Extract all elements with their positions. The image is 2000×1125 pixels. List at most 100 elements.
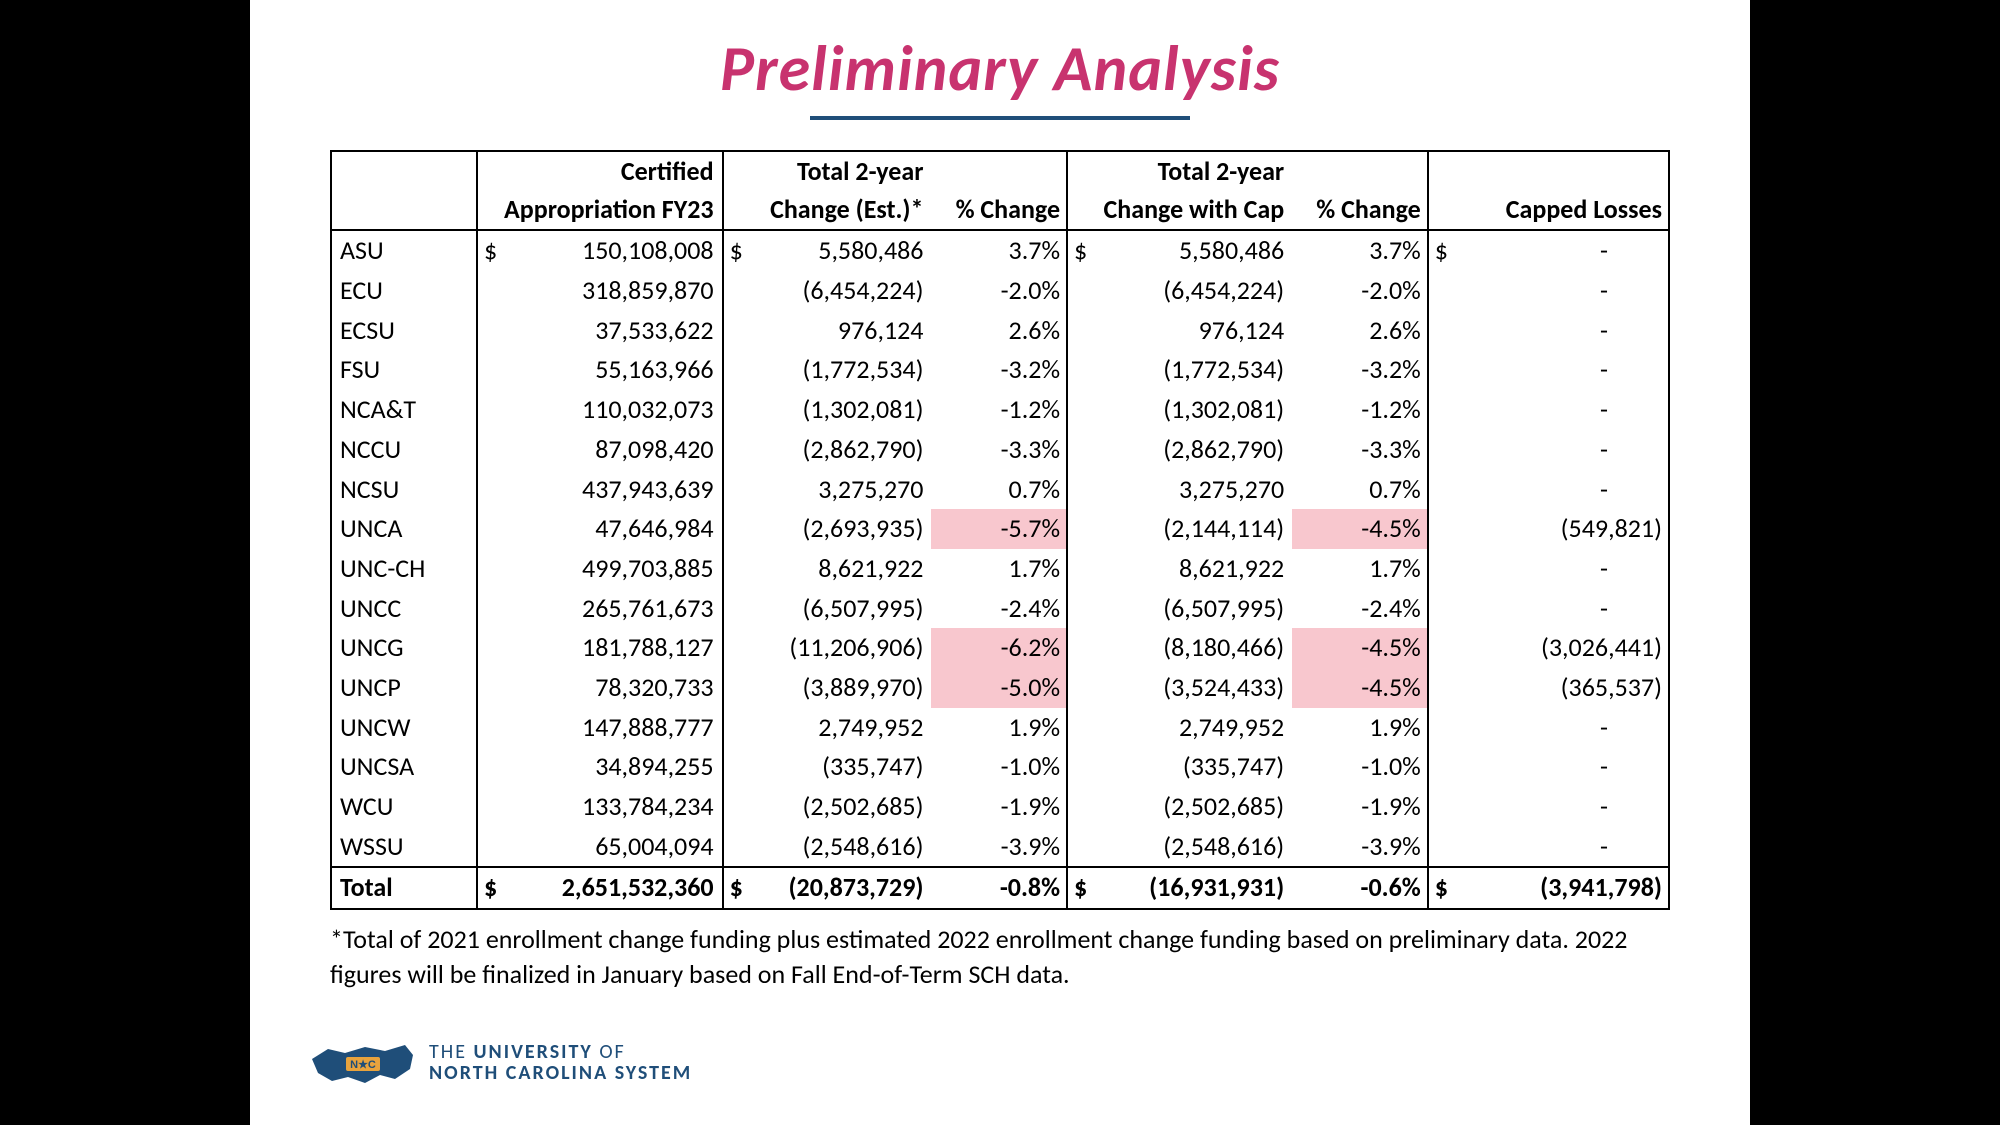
table-cell: 3.7% (931, 230, 1067, 271)
header-chg1-l1: Total 2-year (797, 155, 924, 187)
table-cell: (335,747) (723, 747, 932, 787)
table-cell: $(16,931,931) (1067, 867, 1292, 909)
table-cell: 499,703,885 (477, 549, 723, 589)
table-cell: UNCP (331, 668, 477, 708)
cell-value: 55,163,966 (595, 353, 713, 385)
cell-value: 110,032,073 (582, 393, 714, 425)
cell-value: (1,772,534) (1163, 353, 1284, 385)
cell-value: (365,537) (1561, 671, 1662, 703)
cell-value: -3.3% (1361, 433, 1420, 465)
cell-value: 1.9% (1369, 711, 1421, 743)
cell-value: -5.0% (1001, 671, 1060, 703)
cell-value: 2,749,952 (818, 711, 923, 743)
table-cell: 3,275,270 (723, 470, 932, 510)
cell-value: -3.3% (1001, 433, 1060, 465)
cell-value: -2.4% (1001, 592, 1060, 624)
table-cell: $2,651,532,360 (477, 867, 723, 909)
cell-value: 78,320,733 (595, 671, 713, 703)
table-row: UNCP78,320,733(3,889,970)-5.0%(3,524,433… (331, 668, 1669, 708)
table-cell: (2,548,616) (1067, 827, 1292, 868)
cell-value: 37,533,622 (595, 314, 713, 346)
table-row: NCA&T110,032,073(1,302,081)-1.2%(1,302,0… (331, 390, 1669, 430)
cell-value: (2,548,616) (802, 830, 923, 862)
table-cell: 976,124 (723, 311, 932, 351)
table-cell: WSSU (331, 827, 477, 868)
table-cell: $5,580,486 (1067, 230, 1292, 271)
dollar-sign: $ (484, 869, 497, 907)
cell-value: - (1600, 711, 1608, 743)
header-chg2-l1: Total 2-year (1158, 155, 1285, 187)
table-cell: (8,180,466) (1067, 628, 1292, 668)
logo-badge-text: N★C (350, 1059, 376, 1071)
table-cell: 37,533,622 (477, 311, 723, 351)
cell-value: 65,004,094 (595, 830, 713, 862)
table-cell: -0.8% (931, 867, 1067, 909)
cell-value: -1.9% (1361, 790, 1420, 822)
table-cell: -1.0% (931, 747, 1067, 787)
cell-value: 976,124 (838, 314, 924, 346)
table-cell: 2.6% (931, 311, 1067, 351)
cell-value: ASU (340, 234, 384, 266)
table-cell: 78,320,733 (477, 668, 723, 708)
table-cell: -1.0% (1292, 747, 1428, 787)
table-cell: - (1428, 708, 1669, 748)
cell-value: - (1600, 353, 1608, 385)
table-cell: (6,454,224) (1067, 271, 1292, 311)
cell-value: NCSU (340, 473, 399, 505)
cell-value: ECU (340, 274, 383, 306)
dollar-sign: $ (1435, 232, 1448, 270)
header-chg2-l2: Change with Cap (1104, 193, 1285, 225)
dollar-sign: $ (1074, 232, 1087, 270)
table-cell: -4.5% (1292, 668, 1428, 708)
table-cell: - (1428, 271, 1669, 311)
dollar-sign: $ (730, 869, 743, 907)
title-underline (810, 116, 1190, 120)
table-cell: -4.5% (1292, 628, 1428, 668)
table-cell: (1,302,081) (723, 390, 932, 430)
cell-value: (2,862,790) (802, 433, 923, 465)
table-cell: (11,206,906) (723, 628, 932, 668)
table-cell: NCA&T (331, 390, 477, 430)
table-cell: 110,032,073 (477, 390, 723, 430)
table-cell: - (1428, 470, 1669, 510)
cell-value: 0.7% (1009, 473, 1061, 505)
table-cell: - (1428, 311, 1669, 351)
cell-value: 3,275,270 (818, 473, 923, 505)
cell-value: 8,621,922 (818, 552, 923, 584)
header-appr-l1: Certified (621, 155, 714, 187)
cell-value: - (1600, 473, 1608, 505)
table-cell: UNC-CH (331, 549, 477, 589)
table-cell: 2,749,952 (1067, 708, 1292, 748)
table-cell: -3.3% (931, 430, 1067, 470)
table-cell: - (1428, 747, 1669, 787)
cell-value: - (1600, 750, 1608, 782)
table-cell: 65,004,094 (477, 827, 723, 868)
header-change-est: Total 2-year Change (Est.)* (723, 151, 932, 230)
cell-value: 147,888,777 (582, 711, 714, 743)
table-cell: UNCC (331, 589, 477, 629)
cell-value: 34,894,255 (595, 750, 713, 782)
table-cell: -2.0% (931, 271, 1067, 311)
table-cell: 1.9% (931, 708, 1067, 748)
cell-value: UNCC (340, 592, 401, 624)
table-cell: 147,888,777 (477, 708, 723, 748)
cell-value: -5.7% (1001, 512, 1060, 544)
table-cell: (335,747) (1067, 747, 1292, 787)
cell-value: (1,772,534) (802, 353, 923, 385)
table-cell: NCCU (331, 430, 477, 470)
table-cell: UNCW (331, 708, 477, 748)
cell-value: UNCG (340, 631, 404, 663)
cell-value: 265,761,673 (582, 592, 714, 624)
table-row: NCCU87,098,420(2,862,790)-3.3%(2,862,790… (331, 430, 1669, 470)
table-cell: - (1428, 549, 1669, 589)
cell-value: 3.7% (1369, 234, 1421, 266)
header-capped-losses: Capped Losses (1428, 151, 1669, 230)
table-cell: $5,580,486 (723, 230, 932, 271)
table-cell: -2.4% (931, 589, 1067, 629)
header-appr-l2: Appropriation FY23 (504, 193, 714, 225)
table-cell: 0.7% (1292, 470, 1428, 510)
cell-value: -1.0% (1361, 750, 1420, 782)
cell-value: (1,302,081) (802, 393, 923, 425)
cell-value: 2.6% (1369, 314, 1421, 346)
cell-value: - (1600, 234, 1608, 266)
